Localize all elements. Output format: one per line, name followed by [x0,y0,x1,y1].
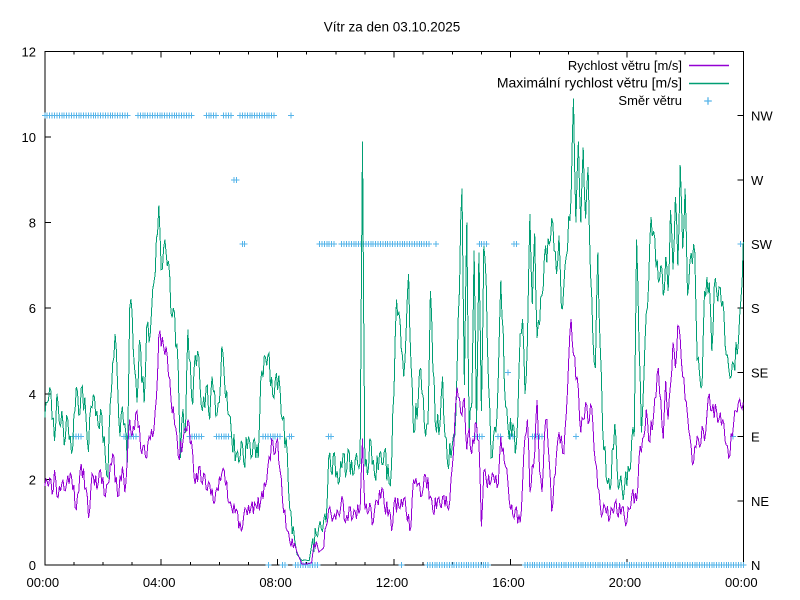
svg-text:16:00: 16:00 [492,575,525,590]
svg-text:6: 6 [29,301,36,316]
svg-text:NW: NW [751,109,773,124]
svg-text:SE: SE [751,365,769,380]
svg-text:Vítr za den 03.10.2025: Vítr za den 03.10.2025 [324,20,461,35]
svg-text:2: 2 [29,472,36,487]
svg-text:4: 4 [29,387,36,402]
svg-text:0: 0 [29,558,36,573]
svg-text:08:00: 08:00 [259,575,292,590]
svg-text:20:00: 20:00 [609,575,642,590]
svg-text:00:00: 00:00 [725,575,758,590]
svg-text:04:00: 04:00 [143,575,176,590]
svg-text:8: 8 [29,216,36,231]
svg-text:12: 12 [22,44,36,59]
svg-text:00:00: 00:00 [27,575,60,590]
svg-text:NE: NE [751,494,769,509]
svg-text:N: N [751,558,760,573]
svg-text:E: E [751,430,760,445]
svg-text:S: S [751,301,760,316]
svg-text:Rychlost větru [m/s]: Rychlost větru [m/s] [568,58,682,73]
svg-text:10: 10 [22,130,36,145]
svg-text:Směr větru: Směr větru [618,93,682,108]
svg-text:12:00: 12:00 [376,575,409,590]
svg-text:SW: SW [751,237,773,252]
svg-text:W: W [751,173,764,188]
svg-text:Maximální rychlost větru [m/s]: Maximální rychlost větru [m/s] [497,75,682,91]
